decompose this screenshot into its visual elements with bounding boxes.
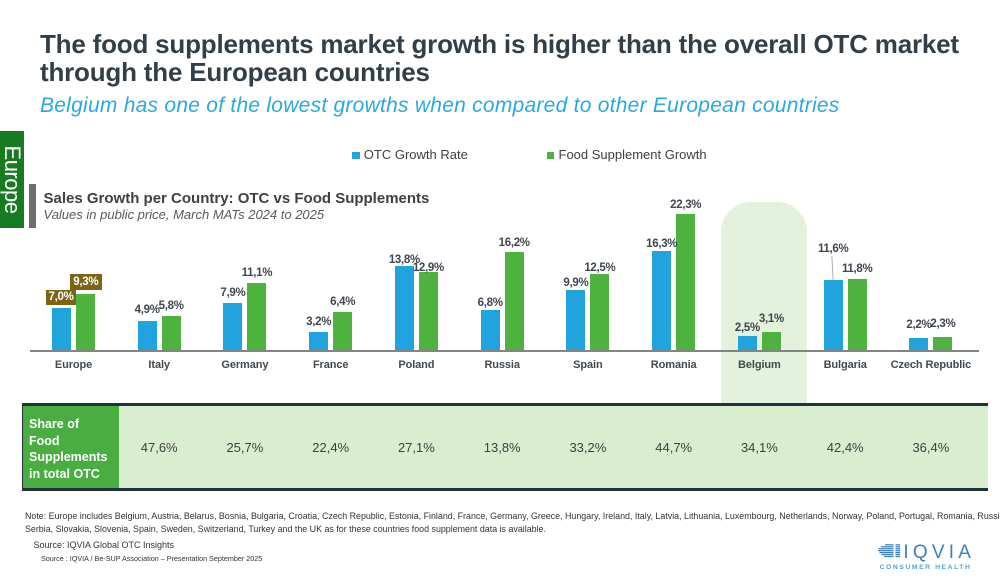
svg-text:CONSUMER HEALTH: CONSUMER HEALTH — [880, 564, 972, 571]
svg-text:IQVIA: IQVIA — [903, 542, 975, 563]
